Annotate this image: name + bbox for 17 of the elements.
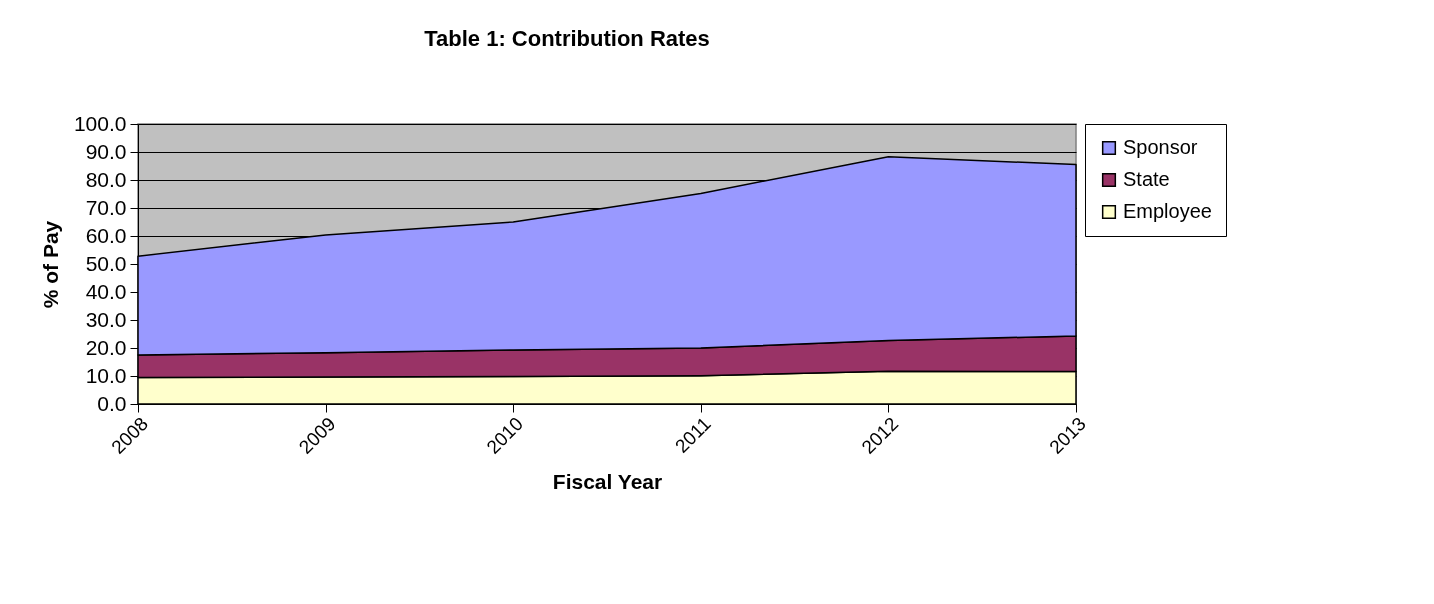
y-axis-title: % of Pay bbox=[38, 220, 62, 309]
y-tick-label: 20.0 bbox=[85, 335, 127, 359]
y-tick-label: 60.0 bbox=[85, 223, 127, 247]
legend-label: State bbox=[1123, 168, 1170, 190]
y-tick-label: 40.0 bbox=[85, 279, 127, 303]
y-tick-label: 10.0 bbox=[85, 363, 127, 387]
y-tick-label: 70.0 bbox=[85, 195, 127, 219]
x-axis-title: Fiscal Year bbox=[552, 469, 663, 493]
legend-label: Employee bbox=[1123, 200, 1212, 222]
y-tick-label: 50.0 bbox=[85, 251, 127, 275]
y-tick-label: 0.0 bbox=[97, 391, 127, 415]
y-tick-label: 30.0 bbox=[85, 307, 127, 331]
chart-title: Table 1: Contribution Rates bbox=[424, 26, 710, 51]
y-tick-label: 100.0 bbox=[73, 111, 127, 135]
y-tick-label: 90.0 bbox=[85, 139, 127, 163]
legend-label: Sponsor bbox=[1123, 136, 1198, 158]
y-tick-label: 80.0 bbox=[85, 167, 127, 191]
